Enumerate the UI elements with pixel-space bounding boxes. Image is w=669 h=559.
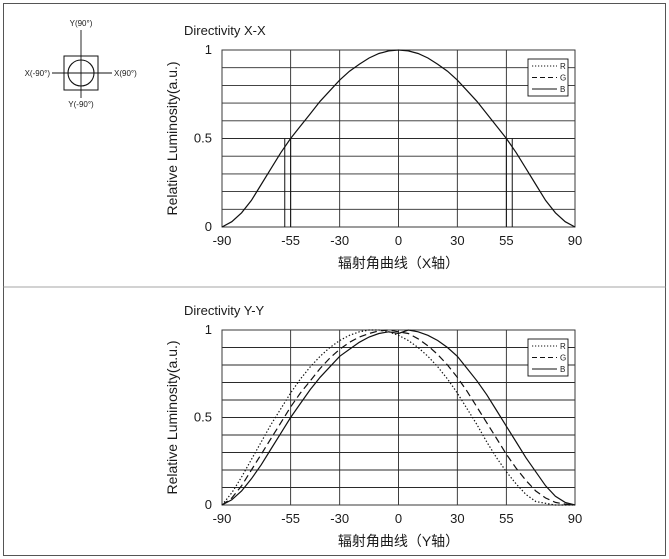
legend: RGB [527,338,569,377]
orientation-label-top: Y(90°) [70,19,93,28]
legend-label-b: B [560,85,565,94]
x-tick-label: 55 [499,233,513,248]
x-tick-label: 0 [395,233,402,248]
x-tick-label: -30 [330,233,349,248]
y-tick-label: 0 [205,219,212,234]
y-tick-label: 1 [205,322,212,337]
legend-label-g: G [560,74,566,83]
y-tick-label: 0.5 [194,131,212,146]
x-tick-label: 90 [568,233,582,248]
series-line-b [221,329,576,506]
series-line-g [221,329,576,506]
x-tick-label: 55 [499,511,513,526]
orientation-diagram: Y(90°) Y(-90°) X(-90°) X(90°) [25,19,138,109]
orientation-label-left: X(-90°) [25,69,51,78]
y-axis-title: Relative Luminosity(a.u.) [164,61,180,215]
orientation-label-bottom: Y(-90°) [68,100,94,109]
legend-label-r: R [560,342,566,351]
y-tick-label: 0 [205,497,212,512]
x-tick-label: -90 [213,233,232,248]
chart-title: Directivity Y-Y [184,303,265,318]
x-tick-label: 90 [568,511,582,526]
chart-directivity-x-x: -90 -55 -30 0 30 55 90 0 0.5 1 Directivity X-X 辐射角曲… [164,23,582,271]
chart-title: Directivity X-X [184,23,266,38]
x-tick-label: 30 [450,233,464,248]
y-tick-label: 1 [205,42,212,57]
x-tick-label: 0 [395,511,402,526]
legend-label-r: R [560,62,566,71]
x-tick-label: -30 [330,511,349,526]
chart-directivity-y-y: -90 -55 -30 0 30 55 90 0 0.5 1 Directivity Y-Y 辐射角曲… [164,303,582,549]
legend-label-g: G [560,354,566,363]
legend: RGB [527,58,569,97]
x-tick-label: -55 [281,511,300,526]
x-tick-label: -90 [213,511,232,526]
series-line-r [221,329,575,506]
y-axis-title: Relative Luminosity(a.u.) [164,340,180,494]
orientation-label-right: X(90°) [114,69,137,78]
x-tick-label: 30 [450,511,464,526]
x-axis-title: 辐射角曲线（X轴） [338,255,459,271]
x-tick-label: -55 [281,233,300,248]
plot-frame [221,329,576,506]
y-tick-label: 0.5 [194,410,212,425]
series-line-luminosity [221,49,576,228]
legend-label-b: B [560,365,565,374]
x-axis-title: 辐射角曲线（Y轴） [338,533,459,549]
